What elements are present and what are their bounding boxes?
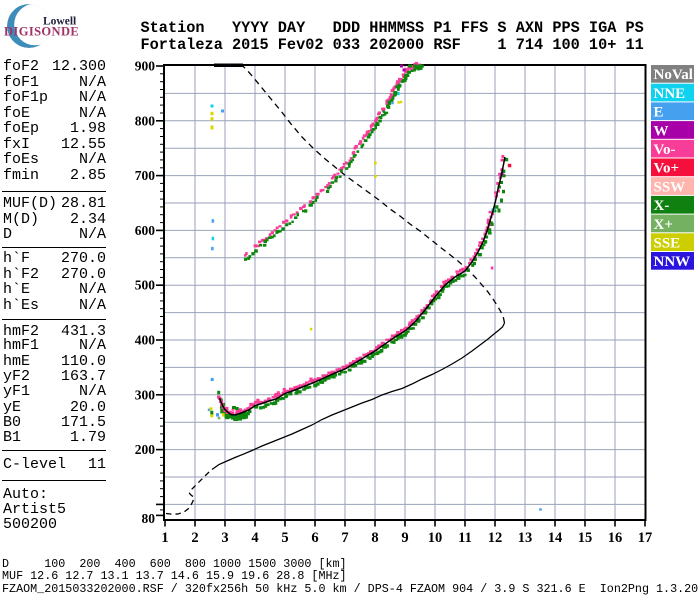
- svg-text:Vo-: Vo-: [654, 142, 676, 158]
- svg-text:16: 16: [608, 530, 623, 546]
- svg-text:4: 4: [251, 530, 258, 546]
- svg-text:8: 8: [371, 530, 378, 546]
- svg-text:6: 6: [311, 530, 318, 546]
- svg-text:Lowell: Lowell: [43, 16, 76, 28]
- svg-text:SSE: SSE: [654, 236, 681, 252]
- svg-text:SSW: SSW: [654, 179, 686, 195]
- svg-text:11: 11: [458, 530, 472, 546]
- svg-text:80: 80: [142, 511, 156, 526]
- svg-text:DIGISONDE: DIGISONDE: [4, 25, 79, 39]
- svg-text:X+: X+: [654, 217, 673, 233]
- svg-text:NNW: NNW: [654, 254, 691, 270]
- svg-text:14: 14: [548, 530, 563, 546]
- svg-text:NoVal: NoVal: [654, 67, 693, 83]
- svg-text:2: 2: [191, 530, 198, 546]
- svg-text:300: 300: [135, 387, 156, 402]
- svg-text:13: 13: [518, 530, 533, 546]
- svg-text:15: 15: [578, 530, 593, 546]
- svg-text:7: 7: [341, 530, 348, 546]
- svg-text:600: 600: [135, 223, 156, 238]
- svg-text:800: 800: [135, 113, 156, 128]
- svg-text:W: W: [654, 123, 669, 139]
- svg-text:400: 400: [135, 333, 156, 348]
- svg-text:Vo+: Vo+: [654, 161, 680, 177]
- svg-text:X-: X-: [654, 198, 670, 214]
- svg-text:700: 700: [135, 168, 156, 183]
- svg-text:1: 1: [161, 530, 168, 546]
- svg-text:9: 9: [401, 530, 408, 546]
- svg-text:10: 10: [428, 530, 443, 546]
- svg-text:5: 5: [281, 530, 288, 546]
- svg-text:200: 200: [135, 442, 156, 457]
- svg-text:12: 12: [488, 530, 503, 546]
- svg-text:NNE: NNE: [654, 86, 686, 102]
- svg-text:17: 17: [638, 530, 653, 546]
- svg-text:E: E: [654, 105, 664, 121]
- svg-text:900: 900: [135, 59, 156, 74]
- svg-text:3: 3: [221, 530, 228, 546]
- svg-text:500: 500: [135, 278, 156, 293]
